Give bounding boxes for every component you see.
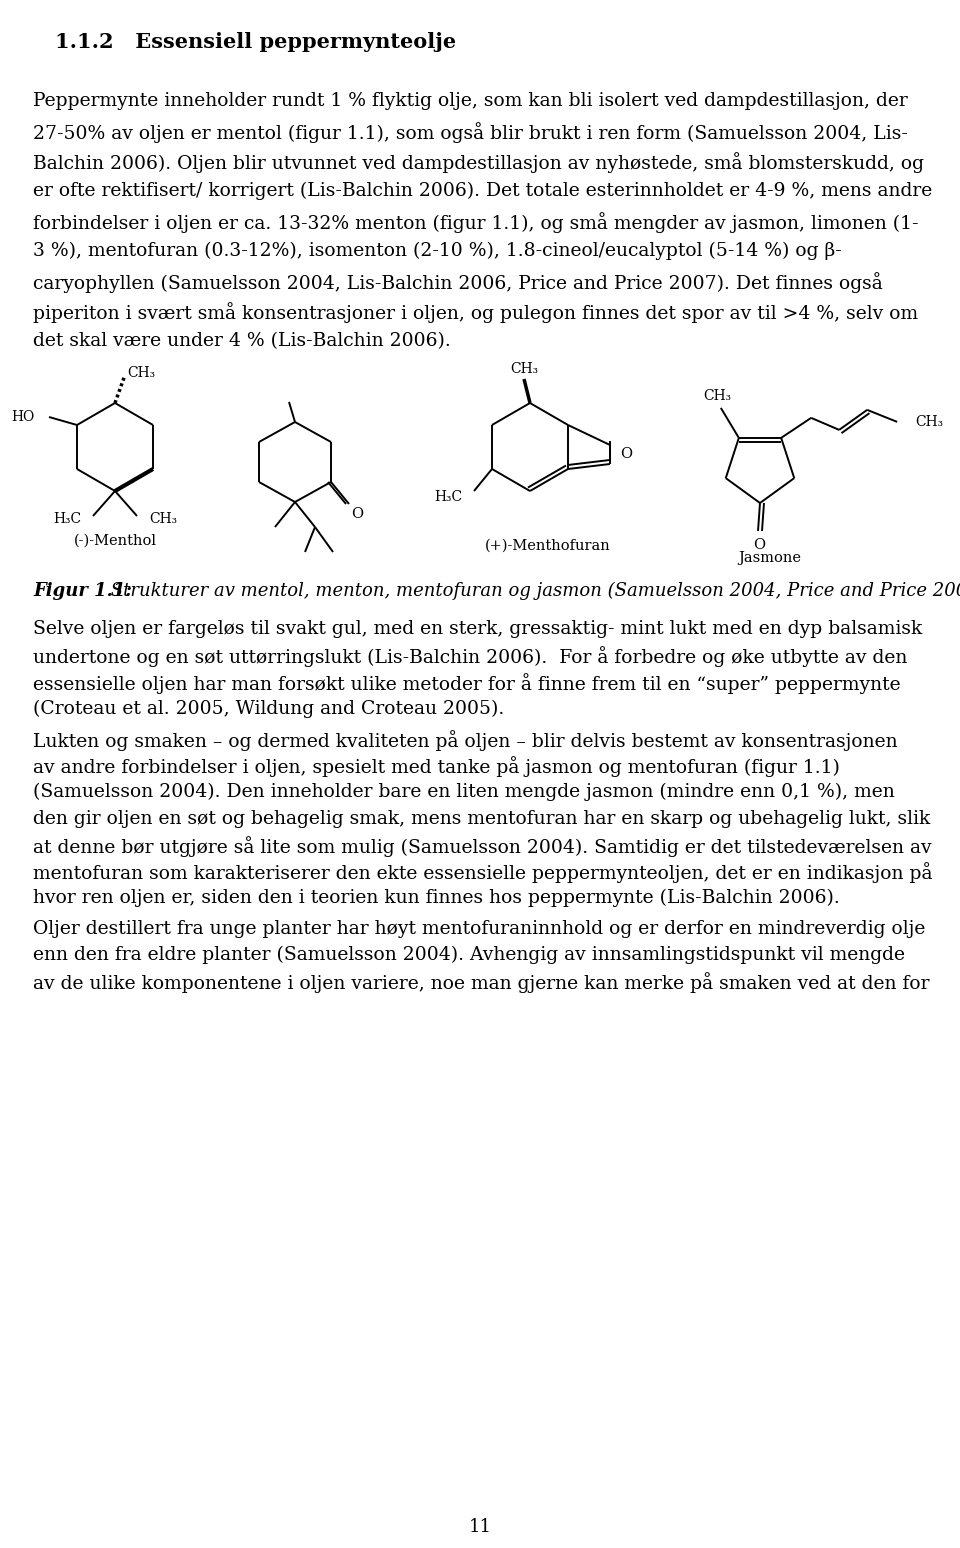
Text: O: O	[351, 508, 363, 522]
Text: essensielle oljen har man forsøkt ulike metoder for å finne frem til en “super” : essensielle oljen har man forsøkt ulike …	[33, 673, 900, 694]
Text: H₃C: H₃C	[53, 512, 81, 526]
Text: Jasmone: Jasmone	[738, 551, 802, 565]
Text: H₃C: H₃C	[434, 491, 462, 505]
Text: CH₃: CH₃	[127, 365, 156, 379]
Text: undertone og en søt uttørringslukt (Lis-Balchin 2006).  For å forbedre og øke ut: undertone og en søt uttørringslukt (Lis-…	[33, 647, 907, 667]
Text: den gir oljen en søt og behagelig smak, mens mentofuran har en skarp og ubehagel: den gir oljen en søt og behagelig smak, …	[33, 810, 930, 828]
Text: caryophyllen (Samuelsson 2004, Lis-Balchin 2006, Price and Price 2007). Det finn: caryophyllen (Samuelsson 2004, Lis-Balch…	[33, 272, 883, 293]
Text: av de ulike komponentene i oljen variere, noe man gjerne kan merke på smaken ved: av de ulike komponentene i oljen variere…	[33, 972, 929, 994]
Text: (-)-Menthol: (-)-Menthol	[74, 534, 156, 548]
Text: piperiton i svært små konsentrasjoner i oljen, og pulegon finnes det spor av til: piperiton i svært små konsentrasjoner i …	[33, 302, 918, 324]
Text: av andre forbindelser i oljen, spesielt med tanke på jasmon og mentofuran (figur: av andre forbindelser i oljen, spesielt …	[33, 757, 840, 777]
Text: CH₃: CH₃	[703, 389, 731, 402]
Text: Selve oljen er fargeløs til svakt gul, med en sterk, gressaktig- mint lukt med e: Selve oljen er fargeløs til svakt gul, m…	[33, 621, 923, 638]
Text: 27-50% av oljen er mentol (figur 1.1), som også blir brukt i ren form (Samuelsso: 27-50% av oljen er mentol (figur 1.1), s…	[33, 122, 908, 142]
Text: (+)-Menthofuran: (+)-Menthofuran	[485, 539, 611, 553]
Text: Strukturer av mentol, menton, mentofuran og jasmon (Samuelsson 2004, Price and P: Strukturer av mentol, menton, mentofuran…	[105, 582, 960, 601]
Text: (Samuelsson 2004). Den inneholder bare en liten mengde jasmon (mindre enn 0,1 %): (Samuelsson 2004). Den inneholder bare e…	[33, 783, 895, 802]
Text: CH₃: CH₃	[149, 512, 178, 526]
Text: 11: 11	[468, 1519, 492, 1536]
Text: O: O	[620, 447, 632, 461]
Text: 1.1.2   Essensiell peppermynteolje: 1.1.2 Essensiell peppermynteolje	[55, 33, 456, 53]
Text: Oljer destillert fra unge planter har høyt mentofuraninnhold og er derfor en min: Oljer destillert fra unge planter har hø…	[33, 920, 925, 938]
Text: det skal være under 4 % (Lis-Balchin 2006).: det skal være under 4 % (Lis-Balchin 200…	[33, 331, 451, 350]
Text: enn den fra eldre planter (Samuelsson 2004). Avhengig av innsamlingstidspunkt vi: enn den fra eldre planter (Samuelsson 20…	[33, 946, 905, 964]
Text: Balchin 2006). Oljen blir utvunnet ved dampdestillasjon av nyhøstede, små blomst: Balchin 2006). Oljen blir utvunnet ved d…	[33, 152, 924, 173]
Text: O: O	[753, 539, 765, 553]
Text: HO: HO	[12, 410, 35, 424]
Text: hvor ren oljen er, siden den i teorien kun finnes hos peppermynte (Lis-Balchin 2: hvor ren oljen er, siden den i teorien k…	[33, 889, 840, 907]
Text: at denne bør utgjøre så lite som mulig (Samuelsson 2004). Samtidig er det tilste: at denne bør utgjøre så lite som mulig (…	[33, 836, 931, 858]
Text: Peppermynte inneholder rundt 1 % flyktig olje, som kan bli isolert ved dampdesti: Peppermynte inneholder rundt 1 % flyktig…	[33, 91, 908, 110]
Text: forbindelser i oljen er ca. 13-32% menton (figur 1.1), og små mengder av jasmon,: forbindelser i oljen er ca. 13-32% mento…	[33, 212, 919, 232]
Text: 3 %), mentofuran (0.3-12%), isomenton (2-10 %), 1.8-cineol/eucalyptol (5-14 %) o: 3 %), mentofuran (0.3-12%), isomenton (2…	[33, 241, 842, 260]
Text: CH₃: CH₃	[915, 415, 944, 429]
Text: CH₃: CH₃	[510, 362, 538, 376]
Text: Lukten og smaken – og dermed kvaliteten på oljen – blir delvis bestemt av konsen: Lukten og smaken – og dermed kvaliteten …	[33, 731, 898, 751]
Text: mentofuran som karakteriserer den ekte essensielle peppermynteoljen, det er en i: mentofuran som karakteriserer den ekte e…	[33, 862, 932, 884]
Text: er ofte rektifisert/ korrigert (Lis-Balchin 2006). Det totale esterinnholdet er : er ofte rektifisert/ korrigert (Lis-Balc…	[33, 183, 932, 200]
Text: (Croteau et al. 2005, Wildung and Croteau 2005).: (Croteau et al. 2005, Wildung and Crotea…	[33, 700, 504, 718]
Text: Figur 1.1:: Figur 1.1:	[33, 582, 132, 601]
